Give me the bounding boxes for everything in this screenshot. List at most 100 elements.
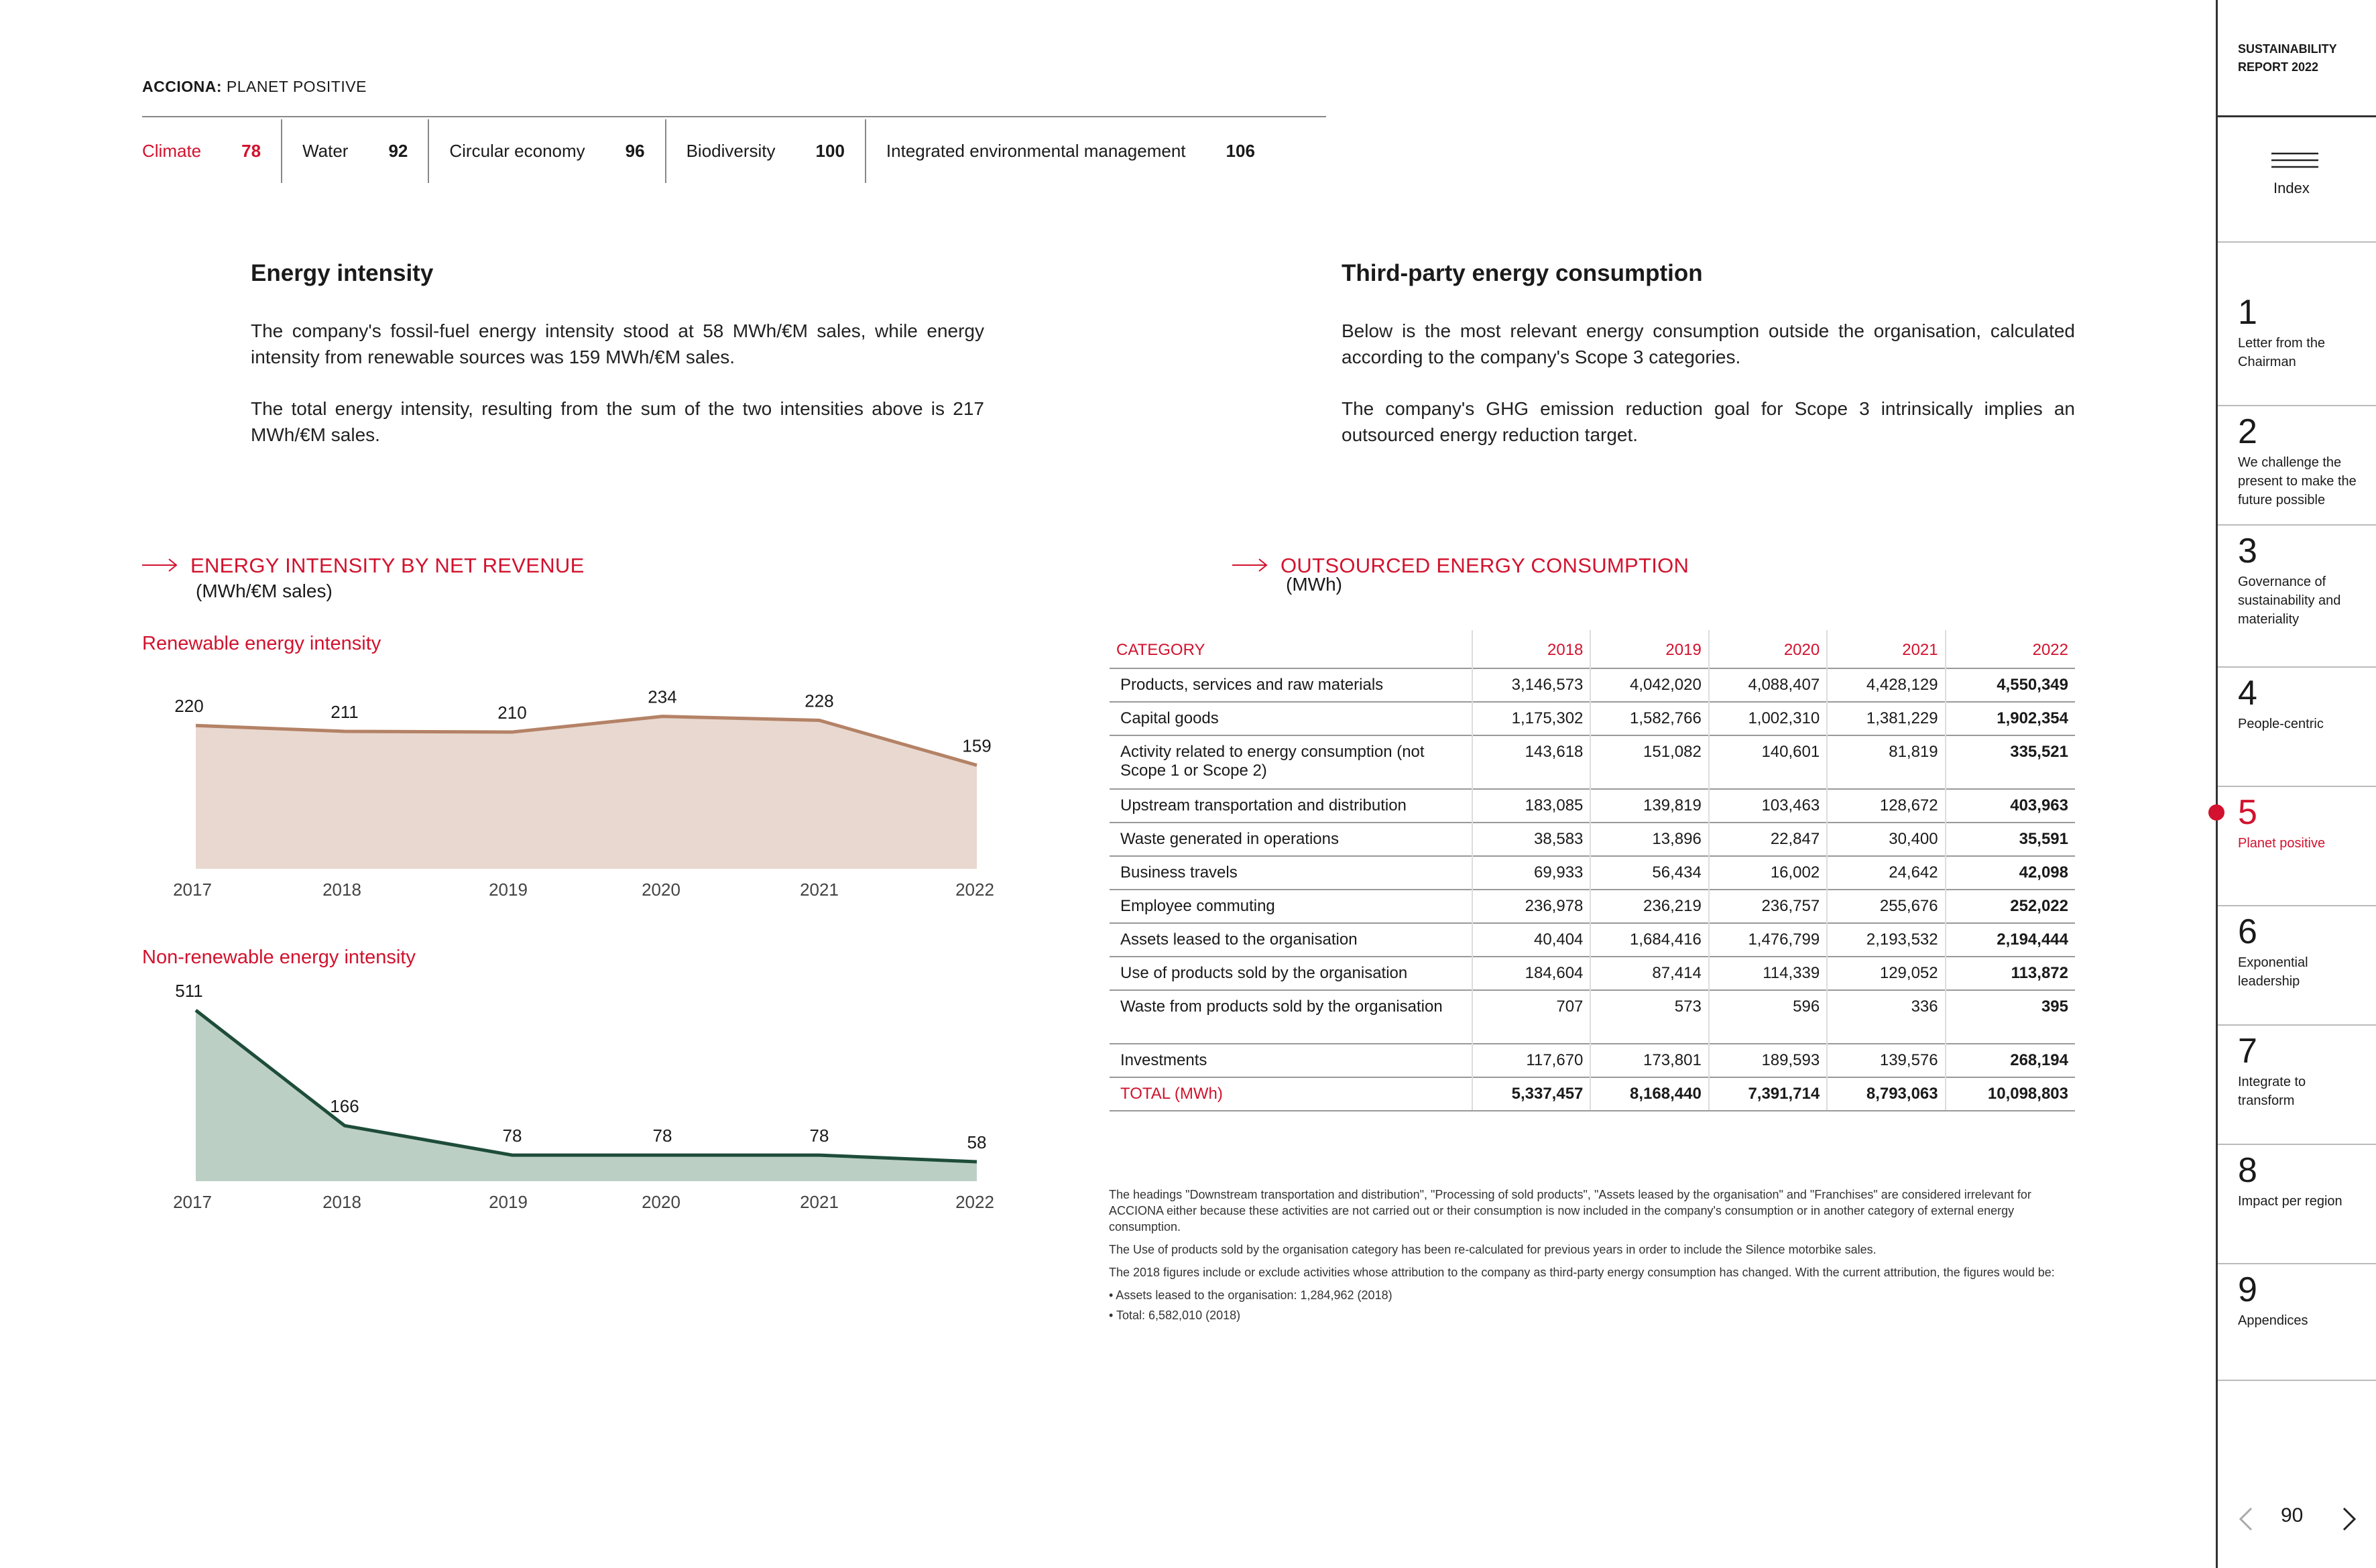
table-cell: 236,757 bbox=[1708, 889, 1828, 923]
chapter-page: 100 bbox=[815, 141, 845, 161]
x-tick-label: 2021 bbox=[800, 880, 839, 900]
table-cell: 117,670 bbox=[1471, 1043, 1591, 1077]
data-label: 234 bbox=[648, 687, 676, 707]
table-cell: 236,978 bbox=[1471, 889, 1591, 923]
sidebar-divider bbox=[2218, 1144, 2376, 1145]
sidebar-item-1[interactable]: 1 Letter from the Chairman bbox=[2238, 294, 2365, 371]
row-category: Products, services and raw materials bbox=[1110, 668, 1472, 702]
data-label: 78 bbox=[810, 1126, 829, 1146]
section-title: OUTSOURCED ENERGY CONSUMPTION bbox=[1281, 554, 1689, 577]
row-category: Capital goods bbox=[1110, 701, 1472, 735]
chapter-link-biodiversity[interactable]: Biodiversity 100 bbox=[666, 119, 866, 183]
table-row: Waste from products sold by the organisa… bbox=[1110, 989, 2075, 1044]
data-label: 78 bbox=[653, 1126, 672, 1146]
index-label[interactable]: Index bbox=[2273, 180, 2310, 196]
sidebar-divider bbox=[2218, 1024, 2376, 1026]
sidebar-item-2[interactable]: 2 We challenge the present to make the fu… bbox=[2238, 413, 2365, 509]
data-label: 159 bbox=[962, 736, 991, 756]
column-header: 2022 bbox=[1944, 630, 2075, 668]
sidebar-divider bbox=[2218, 524, 2376, 526]
table-cell: 30,400 bbox=[1826, 822, 1946, 856]
sidebar-divider bbox=[2218, 905, 2376, 906]
x-tick-label: 2022 bbox=[955, 880, 994, 900]
nonrenewable-chart-title: Non-renewable energy intensity bbox=[142, 947, 416, 968]
paragraph: The total energy intensity, resulting fr… bbox=[251, 398, 984, 445]
chapter-link-climate[interactable]: Climate 78 bbox=[142, 119, 283, 183]
table-cell: 4,042,020 bbox=[1590, 668, 1709, 702]
active-indicator-dot bbox=[2208, 804, 2224, 821]
sidebar-item-4[interactable]: 4 People-centric bbox=[2238, 674, 2365, 733]
table-cell: 1,902,354 bbox=[1944, 701, 2075, 735]
table-cell: 236,219 bbox=[1590, 889, 1709, 923]
report-title-line: SUSTAINABILITY bbox=[2238, 42, 2337, 56]
table-total-row: TOTAL (MWh) 5,337,457 8,168,440 7,391,714 8,… bbox=[1110, 1077, 2075, 1111]
sidebar-item-number: 3 bbox=[2238, 532, 2257, 570]
table-cell: 268,194 bbox=[1944, 1043, 2075, 1077]
section-unit: (MWh/€M sales) bbox=[196, 581, 333, 601]
table-cell: 143,618 bbox=[1471, 735, 1591, 789]
table-cell: 3,146,573 bbox=[1471, 668, 1591, 702]
row-category: Waste generated in operations bbox=[1110, 822, 1472, 856]
table-cell: 35,591 bbox=[1944, 822, 2075, 856]
note: The headings "Downstream transportation … bbox=[1109, 1188, 2031, 1233]
sidebar-divider bbox=[2218, 241, 2376, 243]
chart-line bbox=[194, 1009, 977, 1164]
table-cell: 16,002 bbox=[1708, 855, 1828, 890]
nonrenewable-intensity-chart: 511 2017 166 2018 78 2019 78 2020 78 2021 58 2022 bbox=[173, 981, 994, 1212]
chapter-link-water[interactable]: Water 92 bbox=[282, 119, 430, 183]
chart-area bbox=[196, 1010, 977, 1181]
table-cell: 113,872 bbox=[1944, 956, 2075, 990]
column-header: 2021 bbox=[1826, 630, 1946, 668]
renewable-intensity-chart: 220 2017 211 2018 210 2019 234 2020 228 2021 159 20… bbox=[173, 687, 994, 900]
sidebar-item-5[interactable]: 5 Planet positive bbox=[2238, 794, 2365, 853]
sidebar-item-9[interactable]: 9 Appendices bbox=[2238, 1271, 2365, 1330]
note: The 2018 figures include or exclude acti… bbox=[1109, 1266, 2055, 1279]
chevron-left-icon[interactable] bbox=[2238, 1507, 2254, 1531]
chapter-label: Biodiversity bbox=[686, 141, 776, 161]
data-label: 511 bbox=[175, 981, 202, 1001]
data-label: 166 bbox=[330, 1096, 359, 1116]
arrow-right-icon bbox=[142, 558, 178, 572]
sidebar-item-label: We challenge the present to make the fut… bbox=[2238, 455, 2357, 507]
table-cell: 139,819 bbox=[1590, 788, 1709, 823]
table-header-row: CATEGORY 2018 2019 2020 2021 2022 bbox=[1110, 630, 2075, 668]
sidebar-divider bbox=[2218, 666, 2376, 668]
data-label: 211 bbox=[331, 702, 358, 722]
total-cell: 8,168,440 bbox=[1590, 1077, 1709, 1111]
sidebar-item-7[interactable]: 7 Integrate to transform bbox=[2238, 1032, 2365, 1110]
sidebar-item-8[interactable]: 8 Impact per region bbox=[2238, 1152, 2365, 1211]
brand-header: ACCIONA: PLANET POSITIVE bbox=[142, 78, 367, 96]
sidebar-item-number: 5 bbox=[2238, 793, 2257, 832]
energy-intensity-heading: Energy intensity bbox=[251, 260, 434, 286]
brand-section: PLANET POSITIVE bbox=[226, 78, 367, 95]
table-cell: 4,550,349 bbox=[1944, 668, 2075, 702]
chevron-right-icon[interactable] bbox=[2341, 1507, 2357, 1531]
table-notes: The headings "Downstream transportation … bbox=[1109, 1187, 2074, 1330]
sidebar-item-3[interactable]: 3 Governance of sustainability and materi… bbox=[2238, 532, 2365, 629]
x-tick-label: 2018 bbox=[322, 880, 361, 900]
sidebar-item-label: Letter from the Chairman bbox=[2238, 336, 2326, 369]
chapter-link-circular-economy[interactable]: Circular economy 96 bbox=[429, 119, 666, 183]
table-cell: 2,194,444 bbox=[1944, 922, 2075, 957]
total-cell: 8,793,063 bbox=[1826, 1077, 1946, 1111]
total-label: TOTAL (MWh) bbox=[1110, 1077, 1472, 1111]
report-title-line: REPORT 2022 bbox=[2238, 60, 2319, 74]
sidebar-item-number: 8 bbox=[2238, 1151, 2257, 1190]
column-header: 2020 bbox=[1708, 630, 1828, 668]
x-tick-label: 2021 bbox=[800, 1192, 839, 1212]
menu-icon[interactable] bbox=[2271, 151, 2318, 171]
x-tick-label: 2017 bbox=[173, 1192, 212, 1212]
table-cell: 335,521 bbox=[1944, 735, 2075, 789]
sidebar-item-6[interactable]: 6 Exponential leadership bbox=[2238, 913, 2365, 991]
note: • Total: 6,582,010 (2018) bbox=[1109, 1309, 1241, 1322]
chapter-link-environmental-management[interactable]: Integrated environmental management 106 bbox=[866, 119, 1258, 183]
table-cell: 596 bbox=[1708, 989, 1828, 1044]
table-cell: 1,684,416 bbox=[1590, 922, 1709, 957]
chapter-label: Water bbox=[302, 141, 349, 161]
table-row: Upstream transportation and distribution… bbox=[1110, 788, 2075, 823]
sidebar-divider bbox=[2218, 115, 2376, 117]
paragraph: Below is the most relevant energy consum… bbox=[1342, 320, 2075, 367]
section-title: ENERGY INTENSITY BY NET REVENUE bbox=[190, 554, 585, 577]
sidebar-divider bbox=[2218, 1380, 2376, 1381]
table-cell: 40,404 bbox=[1471, 922, 1591, 957]
